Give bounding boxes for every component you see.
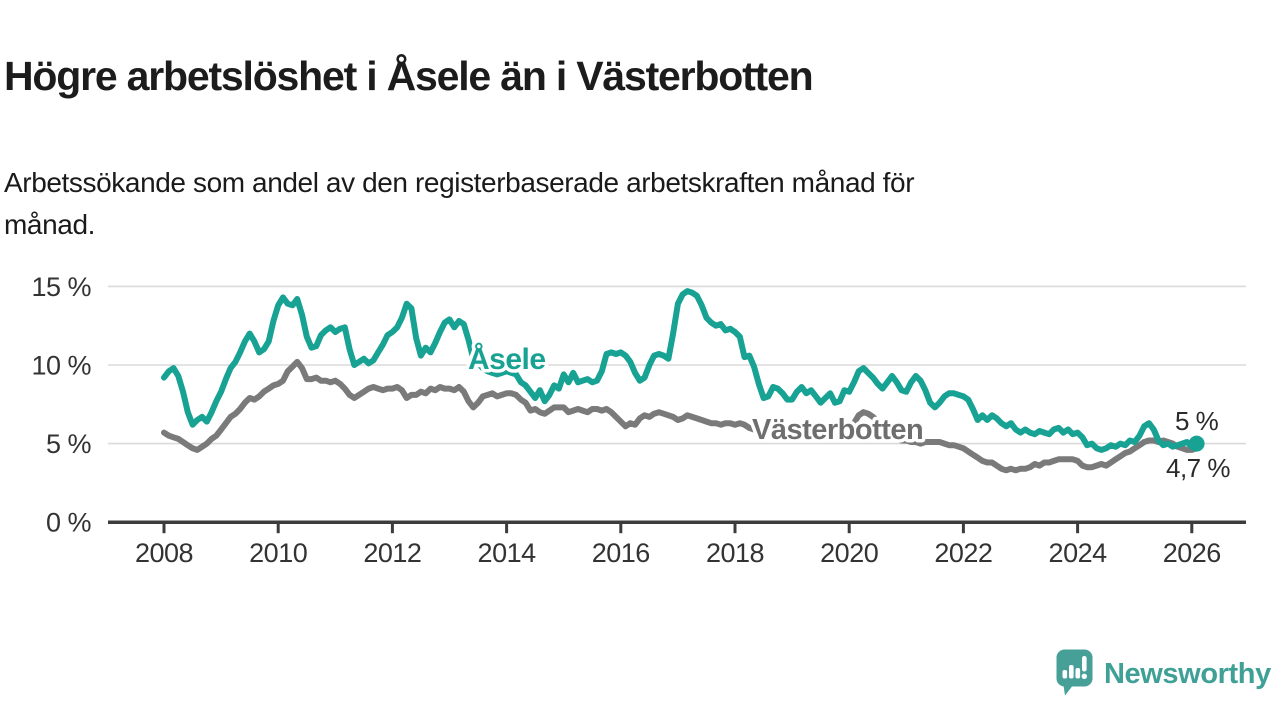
newsworthy-logo: Newsworthy	[1056, 649, 1271, 696]
y-tick-label: 10 %	[31, 351, 91, 381]
x-tick-label: 2018	[706, 538, 764, 568]
end-value-label-asele: 5 %	[1175, 406, 1219, 436]
vasterbotten-line	[161, 358, 1200, 474]
page-subtitle: Arbetssökande som andel av den registerb…	[4, 167, 915, 240]
x-tick-label: 2026	[1163, 538, 1221, 568]
x-tick-label: 2024	[1049, 538, 1108, 568]
x-tick-label: 2020	[820, 538, 878, 568]
asele-line	[161, 288, 1200, 453]
y-tick-label: 0 %	[46, 508, 92, 538]
y-tick-label: 5 %	[46, 429, 92, 459]
newsworthy-logo-icon	[1056, 649, 1093, 696]
x-tick-label: 2022	[934, 538, 992, 568]
x-tick-label: 2014	[478, 538, 537, 568]
x-tick-label: 2016	[592, 538, 650, 568]
x-tick-label: 2012	[363, 538, 421, 568]
newsworthy-logo-text: Newsworthy	[1104, 658, 1271, 690]
end-value-label-vasterbotten: 4,7 %	[1166, 453, 1230, 483]
series-label-asele: Åsele	[468, 343, 546, 376]
x-tick-label: 2010	[249, 538, 307, 568]
x-tick-label: 2008	[135, 538, 193, 568]
asele-end-dot	[1188, 435, 1205, 452]
y-tick-label: 15 %	[31, 272, 91, 302]
series-label-vasterbotten: Västerbotten	[752, 414, 923, 446]
page-title: Högre arbetslöshet i Åsele än i Västerbo…	[4, 53, 814, 100]
